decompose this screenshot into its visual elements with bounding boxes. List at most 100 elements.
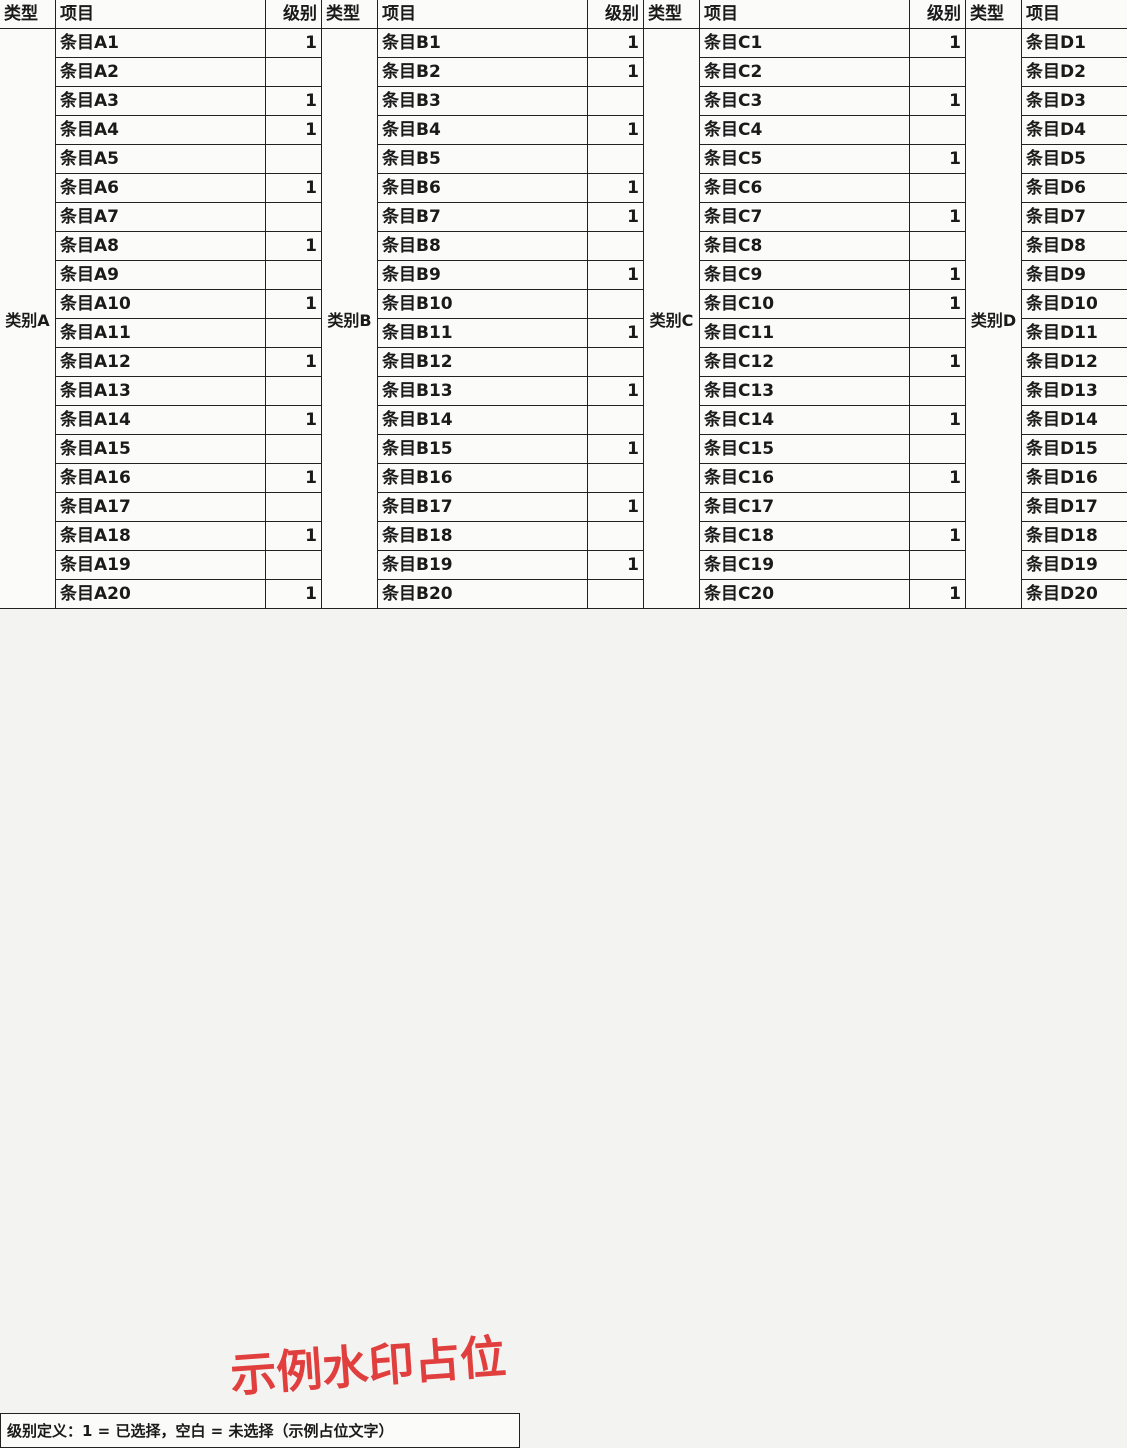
item-cell: 条目A18: [56, 522, 266, 551]
item-cell: 条目C11: [700, 319, 910, 348]
level-cell: 1: [588, 29, 644, 58]
column-group: 类型 项目 级别 类别A 条目A1 1 条目A2 条目A3 1 条目A4 1 条目A5 条目A6 1 条目A…: [0, 0, 322, 1448]
level-cell: [266, 58, 322, 87]
item-cell: 条目D18: [1022, 522, 1127, 551]
item-cell: 条目C6: [700, 174, 910, 203]
level-cell: [588, 232, 644, 261]
level-cell: [588, 406, 644, 435]
item-cell: 条目A11: [56, 319, 266, 348]
header-type: 类型: [966, 0, 1022, 29]
item-cell: 条目A9: [56, 261, 266, 290]
category-cell: 类别A: [0, 29, 56, 609]
level-cell: [910, 377, 966, 406]
item-cell: 条目C2: [700, 58, 910, 87]
item-cell: 条目D5: [1022, 145, 1127, 174]
item-cell: 条目A20: [56, 580, 266, 609]
level-cell: 1: [588, 377, 644, 406]
level-cell: 1: [588, 319, 644, 348]
item-cell: 条目B4: [378, 116, 588, 145]
level-cell: [588, 87, 644, 116]
item-cell: 条目D19: [1022, 551, 1127, 580]
item-cell: 条目B15: [378, 435, 588, 464]
item-cell: 条目B16: [378, 464, 588, 493]
item-cell: 条目B8: [378, 232, 588, 261]
category-cell: 类别C: [644, 29, 700, 609]
level-cell: 1: [910, 145, 966, 174]
level-cell: 1: [266, 232, 322, 261]
item-cell: 条目A19: [56, 551, 266, 580]
item-cell: 条目C10: [700, 290, 910, 319]
item-cell: 条目D15: [1022, 435, 1127, 464]
item-cell: 条目A13: [56, 377, 266, 406]
level-cell: 1: [588, 116, 644, 145]
item-cell: 条目B2: [378, 58, 588, 87]
level-cell: 1: [588, 261, 644, 290]
item-cell: 条目D7: [1022, 203, 1127, 232]
item-cell: 条目B18: [378, 522, 588, 551]
item-cell: 条目C13: [700, 377, 910, 406]
item-cell: 条目B11: [378, 319, 588, 348]
item-cell: 条目D12: [1022, 348, 1127, 377]
level-cell: 1: [588, 174, 644, 203]
level-cell: [910, 232, 966, 261]
level-cell: [588, 145, 644, 174]
level-cell: 1: [266, 29, 322, 58]
level-cell: [266, 319, 322, 348]
item-cell: 条目D14: [1022, 406, 1127, 435]
item-cell: 条目C5: [700, 145, 910, 174]
item-cell: 条目C14: [700, 406, 910, 435]
header-type: 类型: [0, 0, 56, 29]
item-cell: 条目A3: [56, 87, 266, 116]
item-cell: 条目C3: [700, 87, 910, 116]
item-cell: 条目A1: [56, 29, 266, 58]
item-cell: 条目D1: [1022, 29, 1127, 58]
level-cell: 1: [266, 87, 322, 116]
category-cell: 类别B: [322, 29, 378, 609]
level-cell: 1: [266, 174, 322, 203]
item-cell: 条目C20: [700, 580, 910, 609]
level-cell: [266, 145, 322, 174]
level-cell: 1: [588, 551, 644, 580]
level-cell: [910, 493, 966, 522]
level-cell: 1: [588, 435, 644, 464]
item-cell: 条目D11: [1022, 319, 1127, 348]
level-cell: [266, 435, 322, 464]
header-level: 级别: [266, 0, 322, 29]
item-cell: 条目D10: [1022, 290, 1127, 319]
level-cell: 1: [588, 203, 644, 232]
item-cell: 条目C4: [700, 116, 910, 145]
item-cell: 条目B3: [378, 87, 588, 116]
level-cell: 1: [910, 522, 966, 551]
item-cell: 条目A15: [56, 435, 266, 464]
item-cell: 条目D9: [1022, 261, 1127, 290]
level-cell: [266, 203, 322, 232]
item-cell: 条目B12: [378, 348, 588, 377]
item-cell: 条目C8: [700, 232, 910, 261]
item-cell: 条目A10: [56, 290, 266, 319]
item-cell: 条目C19: [700, 551, 910, 580]
level-cell: [266, 493, 322, 522]
level-cell: 1: [910, 406, 966, 435]
item-cell: 条目D6: [1022, 174, 1127, 203]
header-type: 类型: [644, 0, 700, 29]
item-cell: 条目B13: [378, 377, 588, 406]
item-cell: 条目D17: [1022, 493, 1127, 522]
item-cell: 条目C16: [700, 464, 910, 493]
level-cell: 1: [266, 406, 322, 435]
item-cell: 条目A2: [56, 58, 266, 87]
item-cell: 条目B1: [378, 29, 588, 58]
header-item: 项目: [56, 0, 266, 29]
item-cell: 条目B10: [378, 290, 588, 319]
level-cell: 1: [910, 580, 966, 609]
item-cell: 条目A17: [56, 493, 266, 522]
level-cell: 1: [910, 203, 966, 232]
column-group: 类型 项目 级别 类别C 条目C1 1 条目C2 条目C3 1 条目C4 条目C5 1 条目C6 条目C7…: [644, 0, 966, 1448]
item-cell: 条目B6: [378, 174, 588, 203]
level-cell: [910, 174, 966, 203]
item-cell: 条目B19: [378, 551, 588, 580]
level-cell: 1: [266, 290, 322, 319]
level-cell: 1: [266, 522, 322, 551]
item-cell: 条目C1: [700, 29, 910, 58]
level-cell: 1: [588, 493, 644, 522]
